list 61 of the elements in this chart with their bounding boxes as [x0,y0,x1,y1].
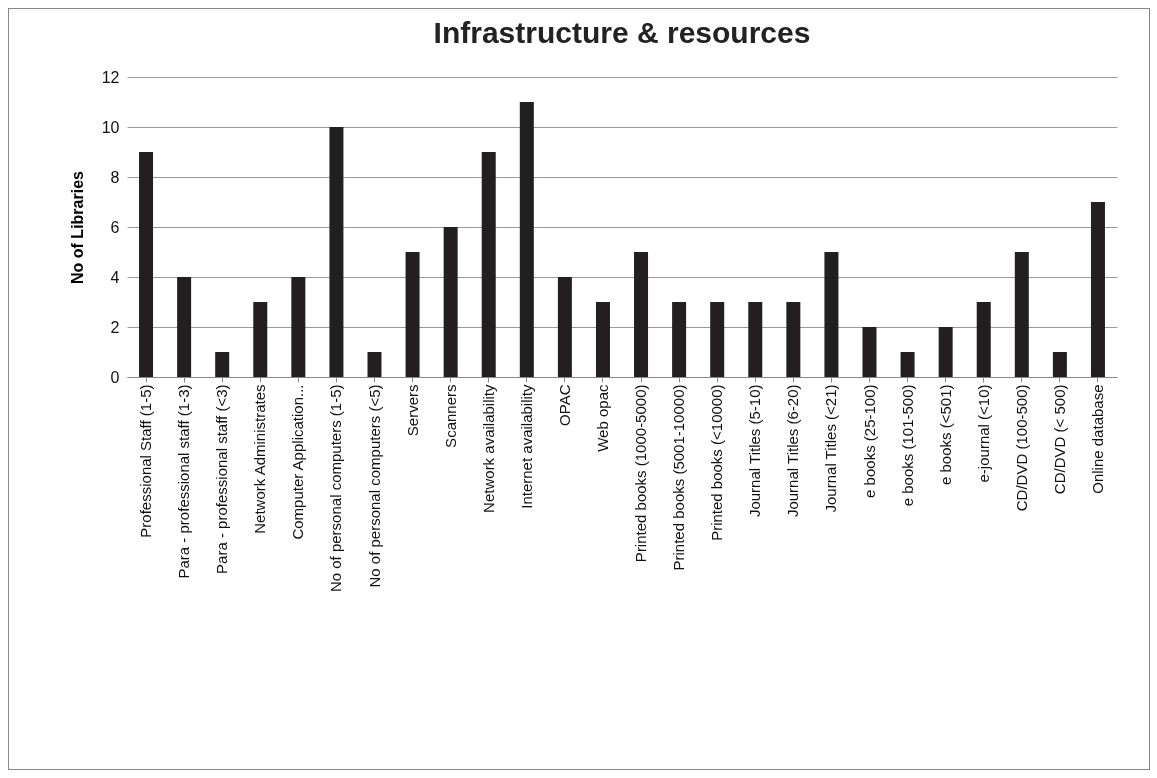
bar [557,277,572,377]
x-tick-label: e books (101-500) [898,384,916,507]
y-tick-label: 12 [101,68,120,86]
x-tick-label: Computer Application... [289,384,307,540]
bar [291,277,306,377]
x-tick-label: Para - professional staff (<3) [213,384,231,574]
bar [634,252,649,377]
bar [786,302,801,377]
x-tick-label: Printed books (<10000) [708,384,726,541]
bar [443,227,458,377]
bar [748,302,763,377]
x-tick-label: No of personal computers (1-5) [327,384,345,593]
x-tick-label: OPAC [555,384,573,426]
x-tick-label: Printed books (5001-10000) [670,384,688,571]
x-tick-label: Network Administrates [251,384,269,534]
bar [405,252,420,377]
bar [367,352,382,377]
x-tick-label: CD/DVD (< 500) [1050,384,1068,495]
x-tick-label: Online database [1088,384,1106,494]
x-tick-label: Network availability [479,384,497,513]
bar [215,352,230,377]
x-tick-label: Journal Titles (6-20) [784,384,802,518]
y-tick-label: 0 [110,368,120,386]
x-tick-label: Servers [403,384,421,437]
x-tick-label: CD/DVD (100-500) [1012,384,1030,512]
y-tick-label: 4 [110,268,120,286]
bar [672,302,687,377]
x-tick-label: e books (<501) [936,384,954,485]
chart-title: Infrastructure & resources [433,16,811,49]
bar [1090,202,1105,377]
x-tick-label: Web opac [593,384,611,452]
bar [1052,352,1067,377]
x-tick-label: Internet availability [517,384,535,509]
bar [710,302,725,377]
y-tick-label: 8 [110,168,120,186]
y-tick-label: 2 [110,318,120,336]
bar [481,152,496,377]
bar [900,352,915,377]
x-tick-label: Journal Titles (<21) [822,384,840,513]
bar [824,252,839,377]
x-tick-label: Professional Staff (1-5) [137,384,155,538]
bar [976,302,991,377]
bar [329,127,344,377]
bar [938,327,953,377]
x-tick-label: Journal Titles (5-10) [746,384,764,518]
bar [139,152,154,377]
y-tick-label: 10 [101,118,120,136]
y-tick-label: 6 [110,218,120,236]
y-axis-title: No of Libraries [68,170,86,284]
x-tick-label: Printed books (1000-5000) [632,384,650,563]
bar [595,302,610,377]
bar [1014,252,1029,377]
bar [862,327,877,377]
x-tick-label: Para - professional staff (1-3) [175,384,193,579]
bar [519,102,534,377]
x-tick-label: No of personal computers (<5) [365,384,383,588]
x-tick-label: e-journal (<10) [974,384,992,483]
x-tick-label: e books (25-100) [860,384,878,498]
bar [253,302,268,377]
x-tick-label: Scanners [441,384,459,448]
bar [177,277,192,377]
